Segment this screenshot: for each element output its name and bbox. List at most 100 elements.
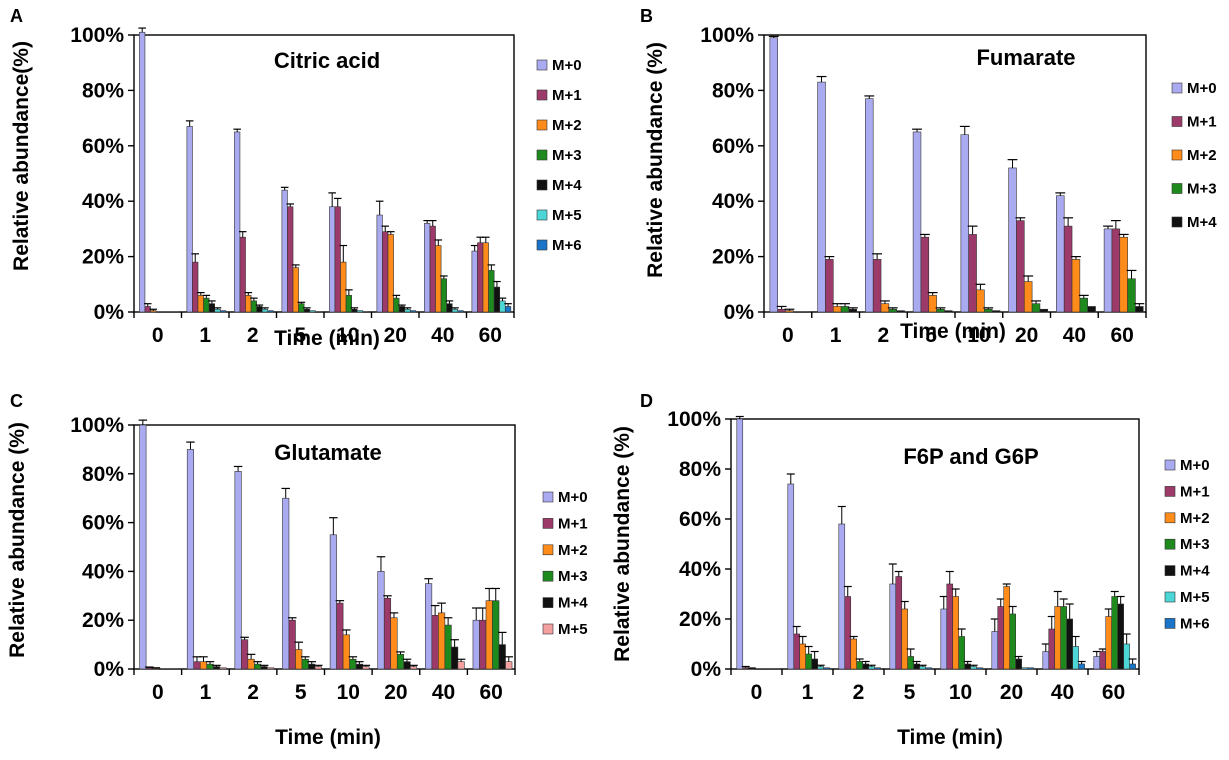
bar-mplus1-t40: [429, 225, 436, 313]
bar-mplus0-t20: [377, 571, 385, 670]
bar-mplus1-t40: [1063, 225, 1073, 313]
bar-mplus0-t0: [769, 37, 778, 313]
bar-mplus0-t40: [1056, 195, 1065, 313]
bar-mplus6-t60: [1129, 663, 1136, 670]
legend-swatch: [542, 597, 554, 608]
bar-mplus1-t10: [334, 206, 341, 313]
x-tick-label: 10: [949, 681, 972, 704]
bar-mplus2-t20: [390, 617, 398, 670]
bar-mplus6-t1: [823, 667, 830, 670]
bar-mplus1-t60: [479, 619, 487, 670]
bar-mplus5-t2: [261, 308, 269, 313]
legend-label: M+2: [552, 117, 582, 134]
bar-mplus4-t0: [165, 668, 173, 670]
bar-mplus0-t60: [472, 619, 480, 670]
bar-mplus5-t40: [451, 308, 459, 313]
chart-title: F6P and G6P: [903, 444, 1038, 469]
bar-mplus3-t60: [1127, 278, 1136, 313]
bar-mplus3-t5: [907, 656, 914, 670]
bar-mplus4-t2: [260, 666, 268, 670]
bar-mplus2-t0: [150, 310, 157, 313]
y-tick-label: 80%: [82, 463, 124, 486]
bar-mplus4-t60: [493, 286, 501, 313]
bar-mplus5-t0: [766, 668, 773, 670]
bar-mplus4-t60: [1135, 306, 1144, 313]
legend-label: M+1: [1187, 114, 1217, 131]
bar-mplus2-t40: [438, 612, 446, 670]
bar-mplus0-t60: [1093, 656, 1101, 670]
legend-label: M+4: [1187, 214, 1217, 231]
legend-swatch: [536, 59, 548, 71]
bar-mplus6-t60: [504, 306, 512, 313]
bar-mplus6-t0: [772, 668, 779, 670]
bar-mplus0-t10: [329, 206, 336, 313]
bar-mplus3-t20: [1031, 303, 1041, 313]
bar-mplus2-t60: [485, 600, 493, 670]
legend-swatch: [542, 544, 554, 556]
x-tick-label: 0: [751, 681, 763, 704]
legend-swatch: [536, 119, 548, 131]
bar-mplus3-t1: [203, 297, 210, 313]
x-axis-label: Time (min): [275, 726, 381, 749]
bar-mplus2-t5: [928, 295, 937, 313]
y-tick-label: 0%: [724, 301, 755, 324]
bar-mplus3-t20: [396, 654, 405, 670]
y-tick-label: 0%: [94, 658, 125, 681]
bar-mplus1-t40: [431, 615, 439, 670]
bar-mplus5-t60: [499, 300, 506, 313]
bar-mplus3-t0: [155, 311, 162, 313]
x-tick-label: 10: [337, 681, 360, 704]
bar-mplus0-t10: [329, 534, 337, 670]
x-tick-label: 60: [1102, 681, 1125, 704]
legend-label: M+5: [552, 207, 582, 224]
bar-mplus2-t1: [197, 295, 204, 313]
x-tick-label: 0: [152, 681, 164, 704]
legend-label: M+4: [1180, 563, 1210, 580]
x-tick-label: 5: [925, 324, 937, 347]
bar-mplus5-t60: [1123, 643, 1130, 670]
y-tick-label: 40%: [82, 560, 124, 583]
legend-swatch: [1164, 618, 1176, 629]
x-tick-label: 40: [1063, 324, 1086, 347]
bar-mplus5-t2: [267, 667, 275, 670]
y-tick-label: 100%: [667, 408, 721, 431]
bar-mplus5-t40: [1072, 646, 1079, 670]
legend-swatch: [1164, 486, 1176, 497]
bar-mplus3-t60: [1111, 596, 1118, 670]
bar-mplus1-t1: [193, 661, 201, 670]
x-tick-label: 60: [479, 324, 502, 347]
bar-mplus3-t0: [158, 668, 166, 670]
bar-mplus1-t2: [844, 596, 852, 670]
chart-title: Citric acid: [274, 48, 380, 73]
panel-label: D: [640, 391, 653, 411]
legend-swatch: [542, 518, 554, 529]
bar-mplus0-t60: [1103, 228, 1113, 313]
y-tick-label: 60%: [712, 135, 754, 158]
chart-panel-d: D 0% 20% 40% 60% 80% 100% 0 1 2 5 10 20 40 60 F6P and G…: [611, 391, 1210, 749]
y-tick-label: 40%: [82, 190, 124, 213]
bar-mplus0-t5: [281, 189, 288, 313]
legend-label: M+0: [552, 57, 582, 74]
legend-label: M+3: [552, 147, 582, 164]
bar-mplus2-t1: [832, 306, 842, 313]
bar-mplus3-t1: [840, 306, 850, 313]
bar-mplus2-t5: [292, 267, 299, 313]
bar-mplus3-t40: [444, 624, 452, 670]
legend-swatch: [1164, 459, 1176, 471]
legend-label: M+0: [1187, 80, 1217, 97]
bar-mplus5-t5: [309, 310, 316, 313]
bar-mplus6-t20: [409, 310, 417, 313]
bar-mplus0-t10: [960, 134, 969, 313]
bar-mplus1-t60: [477, 242, 484, 313]
bar-mplus2-t60: [1119, 236, 1128, 313]
legend-swatch: [542, 491, 554, 503]
bar-mplus2-t2: [850, 638, 858, 670]
bar-mplus0-t2: [865, 98, 874, 313]
bar-mplus6-t2: [267, 310, 274, 313]
bar-mplus6-t20: [1027, 667, 1034, 670]
bar-mplus5-t2: [868, 666, 875, 670]
y-tick-label: 80%: [679, 458, 721, 481]
y-axis-label: Relative abundance (%): [644, 42, 667, 278]
bar-mplus5-t5: [314, 666, 322, 670]
bar-mplus3-t40: [1060, 606, 1067, 670]
